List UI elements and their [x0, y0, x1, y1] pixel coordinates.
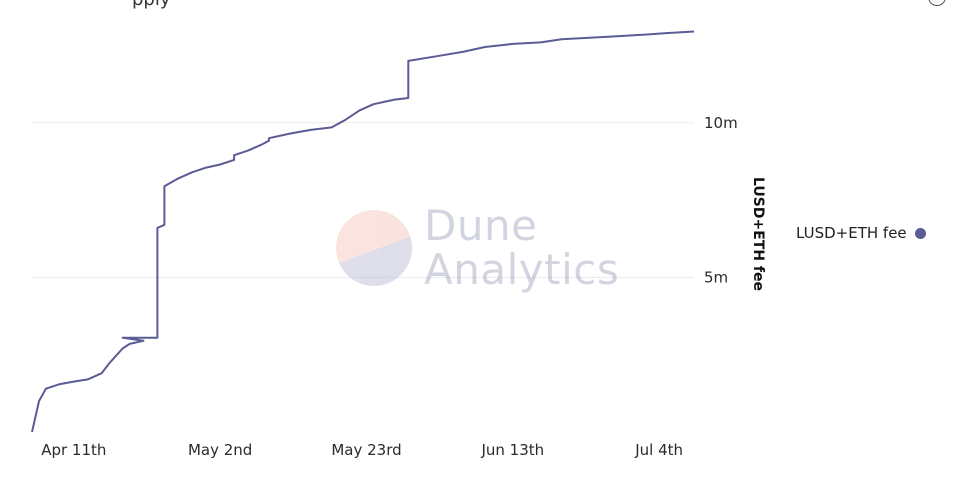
legend-dot-icon — [914, 227, 926, 239]
x-axis-ticks: Apr 11th May 2nd May 23rd Jun 13th Jul 4th — [41, 441, 683, 459]
y-tick-label-0: 5m — [704, 268, 728, 286]
y-tick-label-1: 10m — [704, 114, 738, 132]
series-lines — [31, 30, 695, 433]
y-axis-label: LUSD+ETH fee — [750, 177, 766, 291]
series-line-0 — [31, 30, 695, 433]
legend-label: LUSD+ETH fee — [796, 224, 907, 242]
legend[interactable]: LUSD+ETH fee — [796, 224, 926, 242]
y-axis-ticks: 5m 10m — [704, 114, 738, 287]
x-tick-label-0: Apr 11th — [41, 441, 106, 459]
x-tick-label-3: Jun 13th — [480, 441, 544, 459]
chart-title-fragment: pply — [132, 0, 171, 10]
grid-lines — [32, 122, 694, 278]
y-axis-label-group: LUSD+ETH fee — [750, 177, 766, 291]
x-tick-label-2: May 23rd — [331, 441, 401, 459]
x-tick-label-1: May 2nd — [188, 441, 252, 459]
x-tick-label-4: Jul 4th — [634, 441, 683, 459]
